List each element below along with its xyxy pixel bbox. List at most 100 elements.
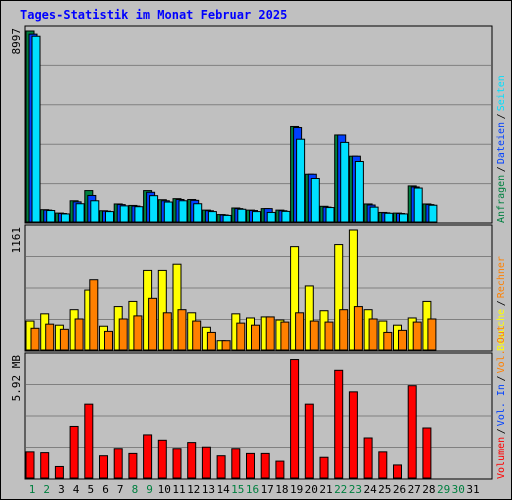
x-tick-label-day-20: 20 bbox=[305, 483, 318, 496]
legend-besuche: Besuche bbox=[496, 309, 507, 351]
bar-besuche-day-23 bbox=[348, 229, 358, 351]
bar-rechner-day-28 bbox=[427, 318, 437, 351]
bar-rechner-day-10 bbox=[162, 312, 172, 351]
x-tick-label-day-17: 17 bbox=[261, 483, 274, 496]
bar-seiten-day-15 bbox=[237, 208, 247, 223]
bar-volumen-day-12 bbox=[187, 442, 197, 479]
x-tick-label-day-12: 12 bbox=[187, 483, 200, 496]
legend-separator: / bbox=[496, 166, 507, 172]
x-tick-label-day-22: 22 bbox=[334, 483, 347, 496]
bar-rechner-day-24 bbox=[368, 318, 378, 351]
x-tick-label-day-18: 18 bbox=[275, 483, 288, 496]
bar-rechner-day-3 bbox=[59, 328, 69, 351]
bar-seiten-day-17 bbox=[266, 211, 276, 223]
bar-rechner-day-7 bbox=[118, 318, 128, 351]
bar-volumen-day-19 bbox=[290, 359, 300, 479]
bar-volumen-day-16 bbox=[246, 452, 255, 479]
bar-seiten-day-7 bbox=[119, 205, 129, 223]
x-tick-label-day-10: 10 bbox=[158, 483, 171, 496]
bar-rechner-day-14 bbox=[221, 340, 231, 351]
bar-volumen-day-24 bbox=[363, 437, 373, 479]
bar-seiten-day-25 bbox=[384, 212, 394, 223]
bar-volumen-day-3 bbox=[54, 465, 64, 479]
bar-volumen-day-8 bbox=[128, 452, 138, 479]
bar-seiten-day-10 bbox=[163, 201, 173, 223]
legend-anfragen: Anfragen bbox=[496, 175, 507, 223]
bar-seiten-day-24 bbox=[369, 206, 379, 223]
bar-volumen-day-2 bbox=[40, 452, 50, 479]
legend-dateien: Dateien bbox=[496, 122, 507, 164]
bar-seiten-day-28 bbox=[428, 204, 438, 223]
bar-besuche-day-10 bbox=[157, 269, 167, 351]
bar-volumen-day-23 bbox=[348, 391, 358, 479]
bar-rechner-day-27 bbox=[412, 321, 422, 351]
x-tick-label-day-27: 27 bbox=[408, 483, 421, 496]
bar-volumen-day-28 bbox=[422, 427, 432, 479]
x-tick-label-day-31: 31 bbox=[466, 483, 479, 496]
bar-seiten-day-20 bbox=[310, 177, 320, 223]
bar-besuche-day-22 bbox=[334, 244, 344, 351]
bar-rechner-day-17 bbox=[265, 316, 275, 351]
legend-separator: / bbox=[496, 428, 507, 434]
bar-volumen-day-26 bbox=[393, 464, 402, 479]
bar-seiten-day-9 bbox=[149, 195, 159, 223]
legend-separator: / bbox=[496, 113, 507, 119]
bar-volumen-day-4 bbox=[69, 425, 79, 479]
bar-besuche-day-19 bbox=[290, 246, 300, 351]
bar-volumen-day-10 bbox=[157, 439, 167, 479]
bar-volumen-day-14 bbox=[216, 455, 226, 479]
x-tick-label-day-21: 21 bbox=[319, 483, 332, 496]
bar-besuche-day-11 bbox=[172, 263, 182, 351]
bar-rechner-day-8 bbox=[133, 315, 143, 351]
bar-seiten-day-23 bbox=[354, 160, 364, 223]
bar-seiten-day-22 bbox=[340, 141, 350, 223]
bar-rechner-day-23 bbox=[353, 306, 363, 351]
bar-seiten-day-13 bbox=[207, 211, 217, 223]
bar-rechner-day-4 bbox=[74, 318, 84, 351]
x-tick-label-day-11: 11 bbox=[172, 483, 185, 496]
legend-separator: / bbox=[496, 300, 507, 306]
bar-rechner-day-12 bbox=[192, 320, 202, 351]
bar-seiten-day-1 bbox=[31, 35, 41, 223]
bar-volumen-day-9 bbox=[143, 434, 153, 479]
x-tick-label-day-13: 13 bbox=[202, 483, 215, 496]
bar-seiten-day-6 bbox=[105, 211, 114, 223]
x-tick-label-day-16: 16 bbox=[246, 483, 259, 496]
bar-volumen-day-15 bbox=[231, 448, 241, 479]
bar-rechner-day-15 bbox=[236, 322, 246, 351]
bar-seiten-day-27 bbox=[413, 187, 423, 223]
x-tick-label-day-15: 15 bbox=[231, 483, 244, 496]
bar-besuche-day-20 bbox=[304, 285, 314, 351]
x-tick-label-day-19: 19 bbox=[290, 483, 303, 496]
bar-rechner-day-6 bbox=[104, 330, 113, 351]
bar-rechner-day-25 bbox=[383, 331, 393, 351]
bar-rechner-day-9 bbox=[148, 297, 158, 351]
bar-rechner-day-26 bbox=[398, 329, 407, 351]
bar-seiten-day-12 bbox=[193, 203, 203, 223]
legend-separator: / bbox=[496, 375, 507, 381]
x-tick-label-day-30: 30 bbox=[452, 483, 465, 496]
x-tick-label-day-29: 29 bbox=[437, 483, 450, 496]
bar-seiten-day-19 bbox=[296, 138, 306, 223]
bar-seiten-day-8 bbox=[134, 206, 144, 223]
bar-volumen-day-1 bbox=[25, 451, 35, 479]
x-tick-label-day-1: 1 bbox=[29, 483, 36, 496]
x-tick-label-day-9: 9 bbox=[146, 483, 153, 496]
bar-rechner-day-22 bbox=[339, 309, 349, 351]
x-tick-label-day-2: 2 bbox=[43, 483, 50, 496]
bar-seiten-day-26 bbox=[399, 213, 408, 223]
x-tick-label-day-26: 26 bbox=[393, 483, 406, 496]
bar-volumen-day-17 bbox=[260, 452, 270, 479]
bar-seiten-day-11 bbox=[178, 200, 188, 223]
bar-seiten-day-16 bbox=[252, 211, 261, 223]
legend-seiten: Seiten bbox=[496, 75, 507, 111]
x-tick-label-day-6: 6 bbox=[102, 483, 109, 496]
x-tick-label-day-25: 25 bbox=[378, 483, 391, 496]
x-tick-label-day-28: 28 bbox=[422, 483, 435, 496]
bar-volumen-day-20 bbox=[304, 403, 314, 479]
besuche-panel-ymax-label: 1161 bbox=[10, 227, 23, 254]
legend-vol-in: Vol. In bbox=[496, 384, 507, 426]
volumen-panel-ymax-label: 5.92 MB bbox=[10, 355, 23, 402]
